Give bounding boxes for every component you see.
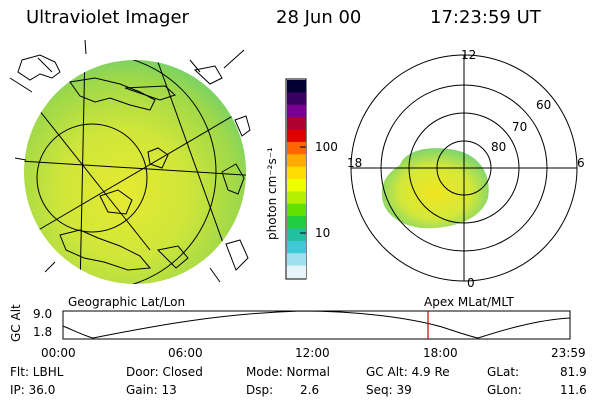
time-tick-0000: 00:00 (41, 346, 76, 360)
colorbar-step (287, 228, 306, 242)
colorbar-step (287, 166, 306, 180)
altitude-plot (62, 310, 571, 340)
colorbar-tick-10: 10 (315, 226, 331, 240)
info-gain: Gain: 13 (126, 383, 177, 397)
time-tick-1200: 12:00 (295, 346, 330, 360)
colorbar-step (287, 240, 306, 254)
info-mode: Mode: Normal (246, 365, 330, 379)
instrument-title: Ultraviolet Imager (26, 7, 189, 28)
info-glat-label: GLat: (487, 365, 520, 379)
info-door: Door: Closed (126, 365, 203, 379)
time-tick-1800: 18:00 (423, 346, 458, 360)
info-ip: IP: 36.0 (10, 383, 56, 397)
lat-label-60: 60 (536, 98, 552, 112)
info-glon-label: GLon: (487, 383, 522, 397)
info-dsp-value: 2.6 (300, 383, 320, 397)
altitude-frame (62, 310, 571, 340)
colorbar-step (287, 80, 306, 93)
colorbar-step (287, 253, 306, 267)
altitude-tick-1-8: 1.8 (33, 325, 53, 339)
polar-plot (350, 54, 578, 282)
colorbar-step (287, 92, 306, 106)
colorbar-step (287, 104, 306, 118)
colorbar-step (287, 179, 306, 192)
time-tick-2359: 23:59 (551, 346, 586, 360)
colorbar-step (287, 129, 306, 143)
colorbar-step (287, 203, 306, 217)
colorbar-step (287, 216, 306, 230)
colorbar-step (287, 117, 306, 131)
lat-lon-grid (24, 60, 246, 284)
info-flt: Flt: LBHL (10, 365, 64, 379)
info-seq: Seq: 39 (366, 383, 412, 397)
geographic-image (9, 39, 251, 284)
colorbar-unit-label: photon cm⁻²s⁻¹ (265, 147, 279, 240)
time-tick-0600: 06:00 (168, 346, 203, 360)
colorbar-tick-100: 100 (315, 140, 338, 154)
geographic-panel-label: Geographic Lat/Lon (68, 295, 186, 309)
info-glat-value: 81.9 (560, 365, 587, 379)
lat-label-80: 80 (491, 140, 507, 154)
colorbar-step (287, 141, 306, 155)
mlt-label-18: 18 (347, 156, 363, 170)
altitude-axis-label: GC Alt (9, 304, 23, 342)
mlt-label-0: 0 (467, 276, 475, 290)
mlt-label-6: 6 (577, 156, 585, 170)
info-dsp-label: Dsp: (246, 383, 274, 397)
observation-date: 28 Jun 00 (276, 7, 362, 28)
mlt-label-12: 12 (461, 48, 477, 62)
info-gc-alt: GC Alt: 4.9 Re (366, 365, 450, 379)
colorbar-step (287, 154, 306, 168)
lat-label-70: 70 (512, 120, 528, 134)
altitude-tick-9: 9.0 (33, 307, 53, 321)
info-glon-value: 11.6 (560, 383, 587, 397)
observation-time: 17:23:59 UT (430, 7, 541, 28)
grid-extensions (9, 39, 245, 283)
altitude-curve (62, 310, 571, 339)
colorbar-step (287, 191, 306, 205)
coastlines (17, 54, 251, 271)
uv-image-disk (24, 60, 246, 284)
apex-panel-label: Apex MLat/MLT (424, 295, 514, 309)
color-bar (285, 78, 307, 280)
auroral-oval (381, 148, 489, 229)
colorbar-step (287, 265, 306, 279)
